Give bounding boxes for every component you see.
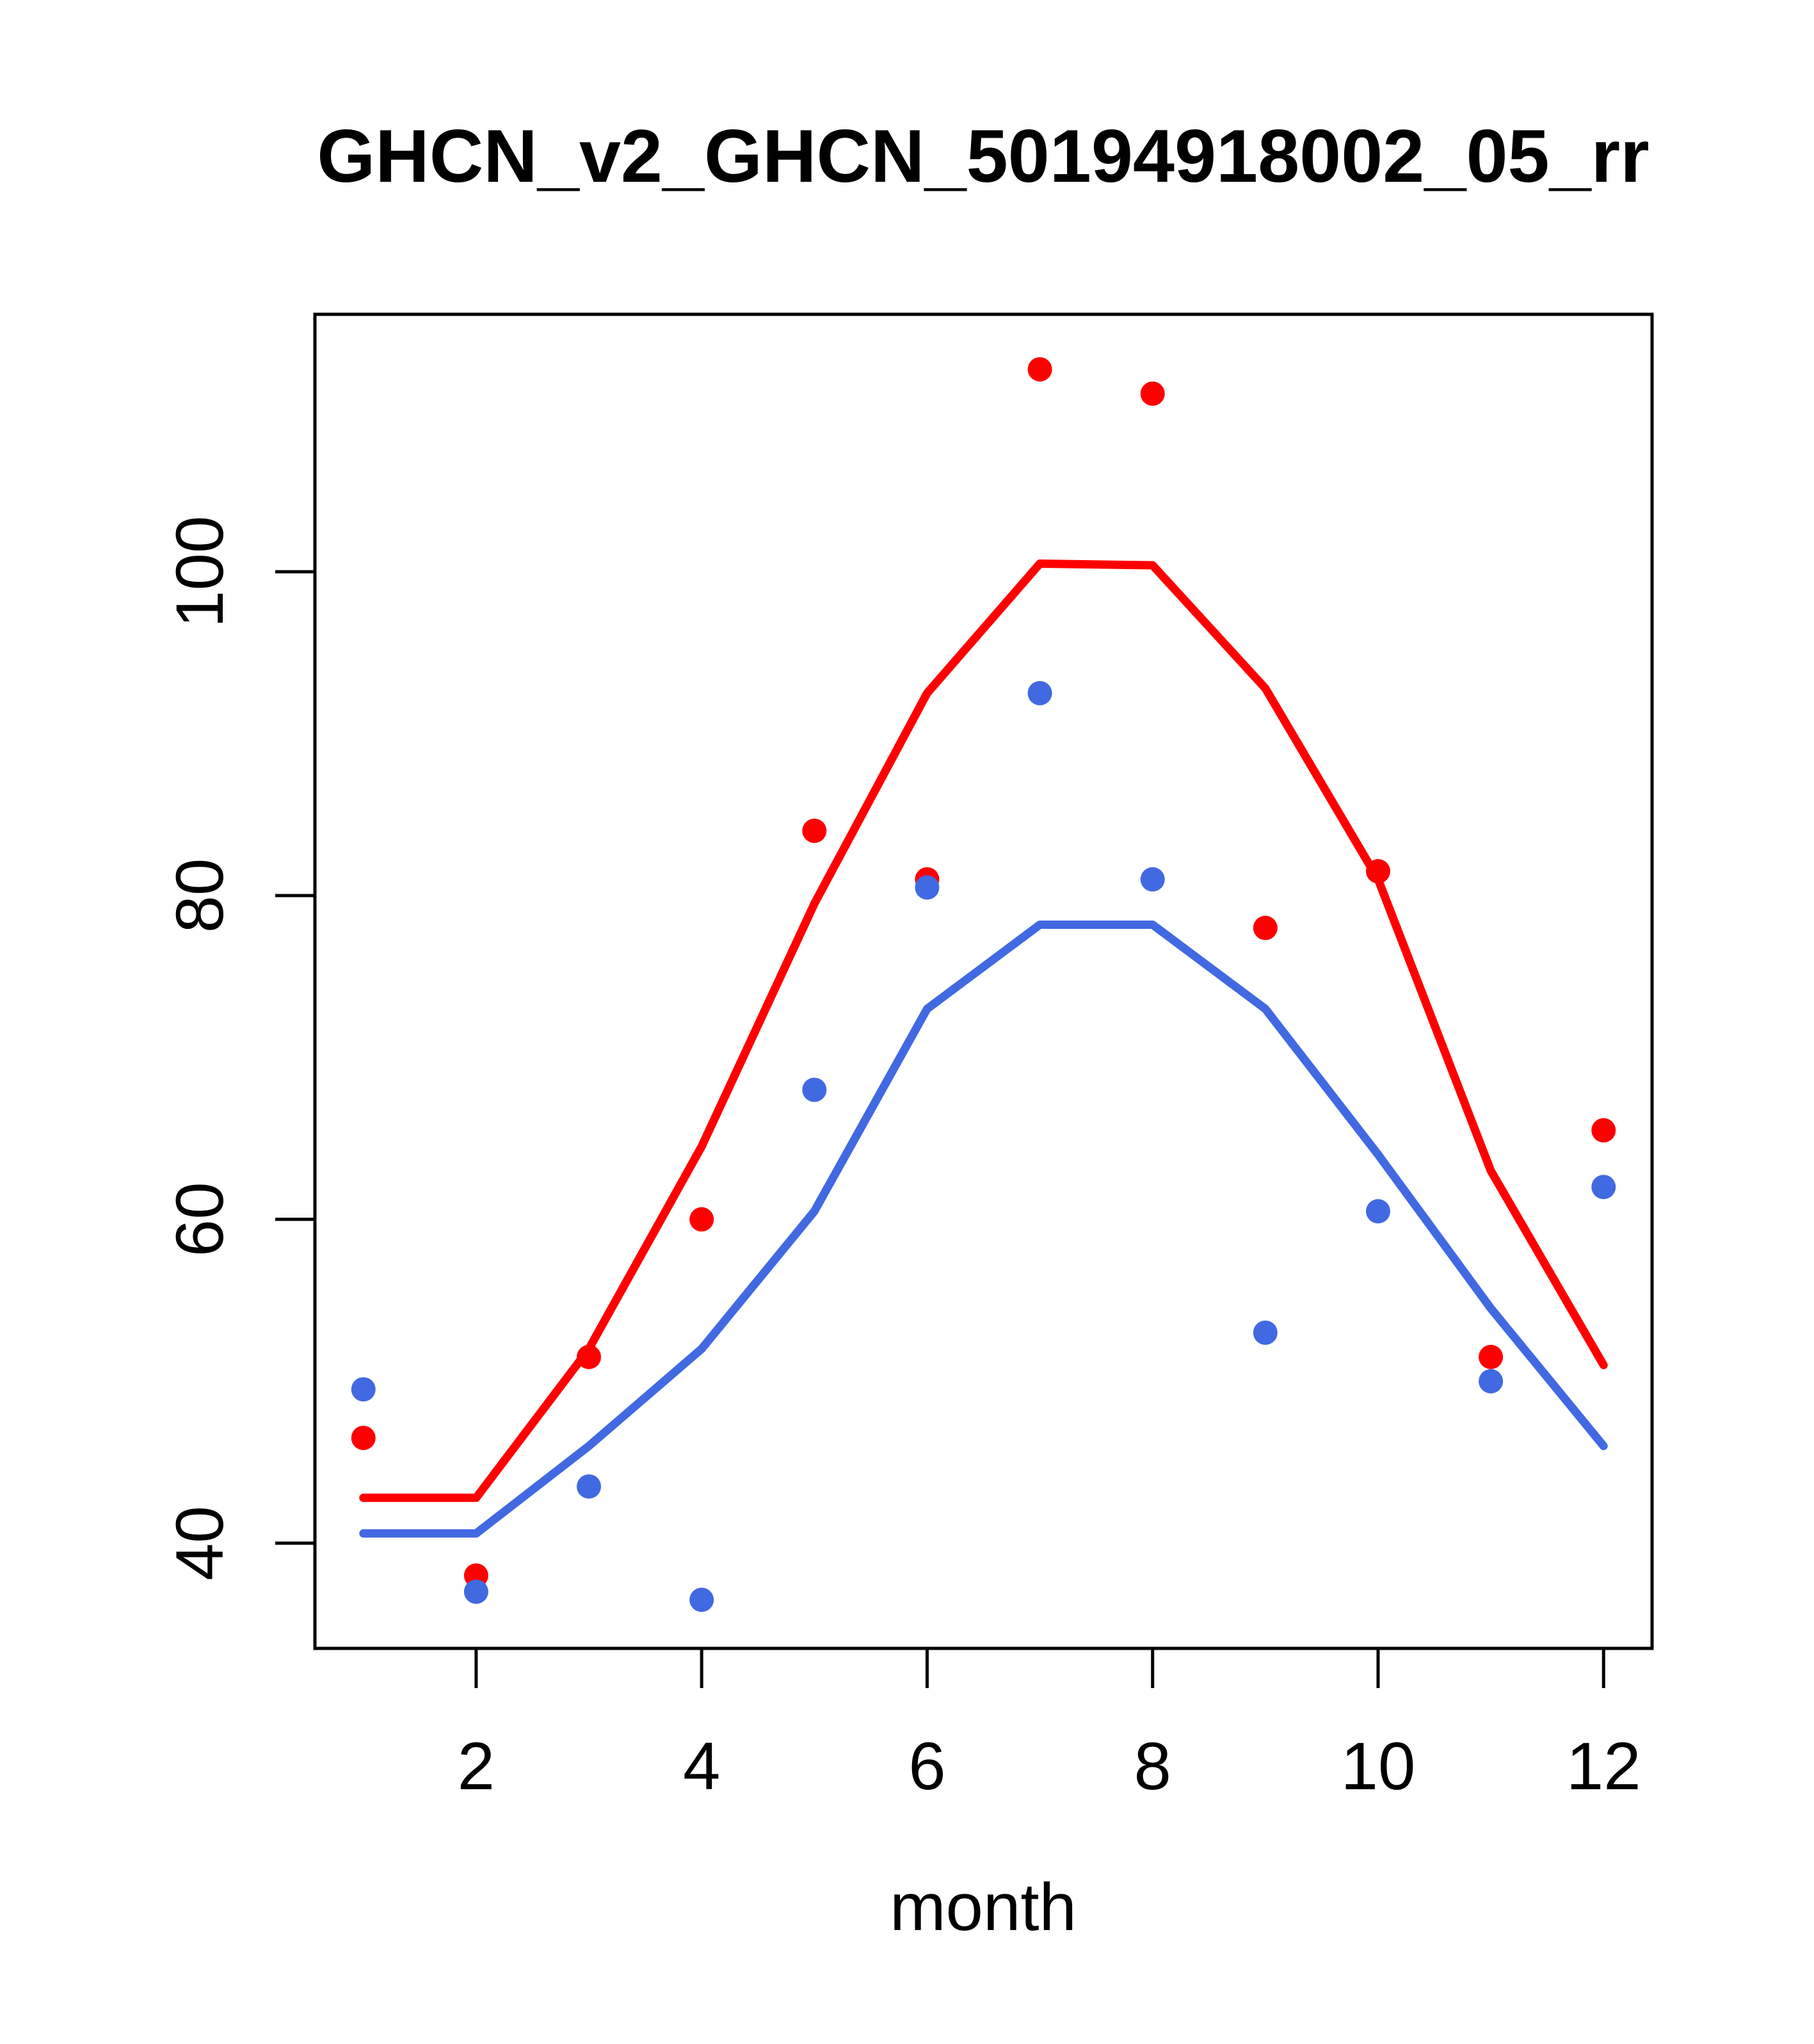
blue-points-m5 xyxy=(802,1077,827,1102)
blue-points-m11 xyxy=(1479,1369,1504,1394)
red-points-m9 xyxy=(1253,915,1278,940)
x-tick-label-6: 6 xyxy=(908,1729,945,1804)
y-tick-label-60: 60 xyxy=(163,1182,237,1257)
y-tick-label-40: 40 xyxy=(163,1506,237,1581)
x-tick-label-4: 4 xyxy=(683,1729,720,1804)
blue-points-m10 xyxy=(1365,1199,1390,1224)
x-tick-label-10: 10 xyxy=(1341,1729,1416,1804)
blue-points-m9 xyxy=(1253,1320,1278,1345)
blue-points-m12 xyxy=(1591,1175,1616,1200)
red-points-m7 xyxy=(1027,357,1052,382)
axes-layer: 2 4 6 8 10 12 40 60 80 100 xyxy=(163,312,1654,1804)
series-layer xyxy=(351,357,1616,1613)
red-points-m3 xyxy=(577,1344,602,1369)
blue-points-m1 xyxy=(351,1377,376,1402)
red-points-m10 xyxy=(1365,859,1390,884)
plot-box xyxy=(313,312,1654,1650)
red-points-m4 xyxy=(689,1207,714,1232)
blue-points-m3 xyxy=(577,1474,602,1499)
blue-points-m8 xyxy=(1140,867,1165,892)
x-axis-title: month xyxy=(890,1870,1077,1945)
red-points-m1 xyxy=(351,1426,376,1451)
blue-lowess-line xyxy=(359,920,1608,1538)
red-points-m5 xyxy=(802,818,827,843)
x-tick-label-8: 8 xyxy=(1134,1729,1171,1804)
blue-points-m7 xyxy=(1027,680,1052,705)
blue-points-m4 xyxy=(689,1588,714,1613)
y-tick-label-80: 80 xyxy=(163,858,237,933)
blue-points-m2 xyxy=(463,1579,488,1604)
blue-points-m6 xyxy=(915,875,940,900)
red-points-m12 xyxy=(1591,1118,1616,1143)
chart-title: GHCN_v2_GHCN_50194918002_05_rr xyxy=(317,114,1649,198)
red-lowess-line xyxy=(359,559,1608,1502)
x-tick-label-12: 12 xyxy=(1566,1729,1641,1804)
x-tick-label-2: 2 xyxy=(458,1729,495,1804)
y-tick-label-100: 100 xyxy=(163,516,237,628)
red-points-m8 xyxy=(1140,381,1165,406)
red-points-m11 xyxy=(1479,1344,1504,1369)
